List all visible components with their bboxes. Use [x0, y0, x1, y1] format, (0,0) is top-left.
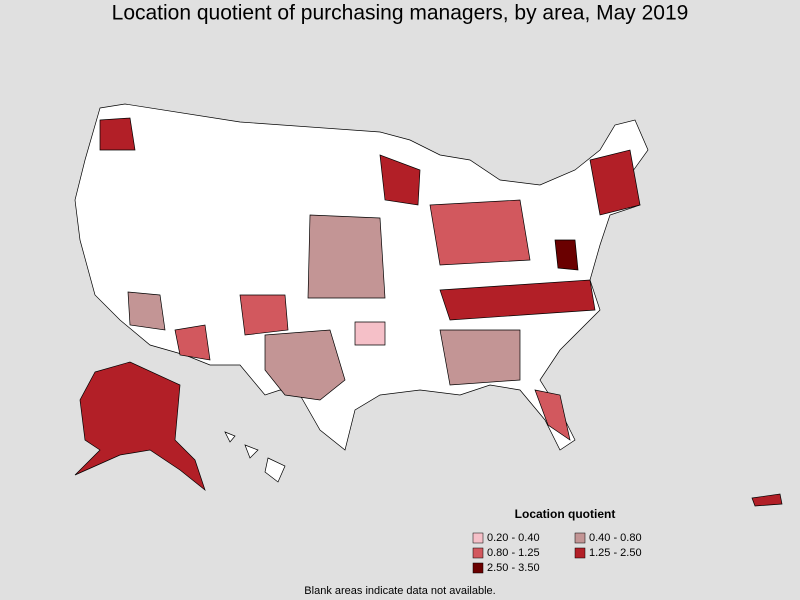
legend-swatch: [472, 532, 484, 544]
legend: Location quotient 0.20 - 0.40 0.40 - 0.80…: [472, 507, 642, 574]
puerto-rico: [751, 493, 783, 507]
region: [174, 324, 211, 361]
alaska: [74, 361, 206, 492]
hawaii: [224, 431, 286, 483]
legend-label: 0.80 - 1.25: [487, 547, 540, 559]
legend-label: 0.20 - 0.40: [487, 532, 540, 544]
region: [429, 199, 531, 266]
legend-title: Location quotient: [515, 507, 616, 521]
region: [99, 117, 136, 151]
footnote: Blank areas indicate data not available.: [304, 585, 495, 597]
legend-swatch: [472, 547, 484, 559]
legend-swatch: [472, 562, 484, 574]
region: [354, 321, 386, 346]
region: [589, 149, 641, 216]
legend-label: 1.25 - 2.50: [589, 547, 642, 559]
us-map: [74, 103, 783, 507]
legend-swatch: [574, 547, 586, 559]
legend-label: 2.50 - 3.50: [487, 562, 540, 574]
region: [307, 214, 386, 299]
region: [554, 239, 579, 271]
region: [439, 329, 521, 386]
region: [264, 329, 346, 401]
legend-swatch: [574, 532, 586, 544]
region: [534, 389, 571, 441]
map-title: Location quotient of purchasing managers…: [112, 2, 689, 25]
region: [127, 291, 166, 331]
region: [239, 294, 289, 336]
region: [379, 154, 421, 206]
legend-label: 0.40 - 0.80: [589, 532, 642, 544]
region: [439, 279, 596, 321]
